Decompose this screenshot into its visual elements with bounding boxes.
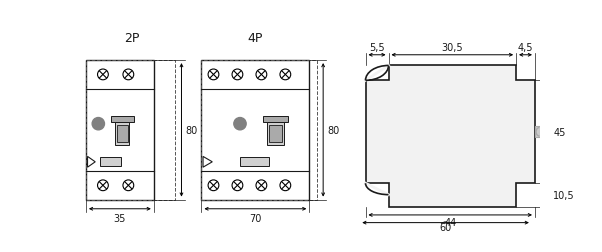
Text: 80: 80 (327, 125, 340, 135)
Bar (117, 126, 128, 143)
Text: 4,5: 4,5 (518, 43, 533, 52)
Text: 44: 44 (444, 217, 456, 227)
Polygon shape (365, 66, 535, 207)
Text: 2P: 2P (125, 32, 140, 44)
Bar (111, 116, 134, 123)
Text: 45: 45 (553, 127, 566, 137)
Bar (240, 158, 269, 167)
Text: 10,5: 10,5 (553, 191, 575, 200)
Circle shape (92, 118, 105, 130)
Bar (202, 61, 309, 200)
Bar (267, 123, 284, 146)
Text: 5,5: 5,5 (369, 43, 385, 52)
Bar (86, 61, 154, 200)
Bar (269, 126, 282, 143)
Text: 60: 60 (439, 222, 452, 232)
Text: 30,5: 30,5 (441, 43, 463, 52)
Bar (100, 158, 122, 167)
Text: 35: 35 (114, 213, 126, 223)
Bar (86, 61, 175, 200)
Text: 70: 70 (249, 213, 262, 223)
Bar (535, 127, 539, 138)
Bar (202, 61, 317, 200)
Bar (263, 116, 288, 123)
Text: 4P: 4P (247, 32, 263, 44)
Circle shape (234, 118, 246, 130)
Text: 80: 80 (185, 125, 197, 135)
Bar (115, 123, 129, 146)
